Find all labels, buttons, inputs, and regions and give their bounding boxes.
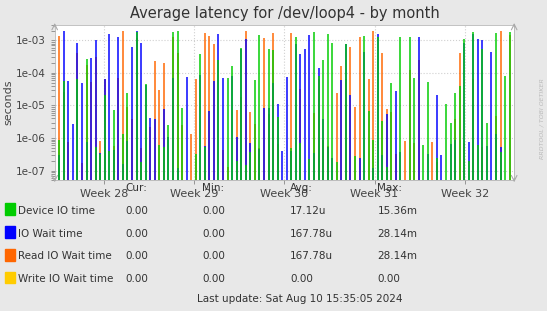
Y-axis label: seconds: seconds: [3, 80, 13, 125]
Text: 0.00: 0.00: [202, 206, 225, 216]
Text: IO Wait time: IO Wait time: [18, 229, 82, 239]
Text: 0.00: 0.00: [126, 274, 149, 284]
Text: Avg:: Avg:: [290, 183, 313, 193]
Text: 0.00: 0.00: [202, 274, 225, 284]
Text: Write IO Wait time: Write IO Wait time: [18, 274, 113, 284]
Text: Max:: Max:: [377, 183, 403, 193]
Text: 28.14m: 28.14m: [377, 229, 417, 239]
Text: 28.14m: 28.14m: [377, 251, 417, 261]
Text: Cur:: Cur:: [126, 183, 148, 193]
Text: 17.12u: 17.12u: [290, 206, 327, 216]
Text: 15.36m: 15.36m: [377, 206, 417, 216]
Text: 0.00: 0.00: [126, 229, 149, 239]
Text: Read IO Wait time: Read IO Wait time: [18, 251, 111, 261]
Text: 0.00: 0.00: [202, 251, 225, 261]
Text: Last update: Sat Aug 10 15:35:05 2024: Last update: Sat Aug 10 15:35:05 2024: [197, 294, 403, 304]
Text: 0.00: 0.00: [377, 274, 400, 284]
Text: Min:: Min:: [202, 183, 224, 193]
Text: 167.78u: 167.78u: [290, 229, 333, 239]
Text: 0.00: 0.00: [126, 251, 149, 261]
Text: Device IO time: Device IO time: [18, 206, 95, 216]
Text: RRDTOOL / TOBI OETIKER: RRDTOOL / TOBI OETIKER: [539, 78, 544, 159]
Text: 167.78u: 167.78u: [290, 251, 333, 261]
Text: 0.00: 0.00: [126, 206, 149, 216]
Title: Average latency for /dev/loop4 - by month: Average latency for /dev/loop4 - by mont…: [130, 6, 439, 21]
Text: 0.00: 0.00: [202, 229, 225, 239]
Text: 0.00: 0.00: [290, 274, 313, 284]
